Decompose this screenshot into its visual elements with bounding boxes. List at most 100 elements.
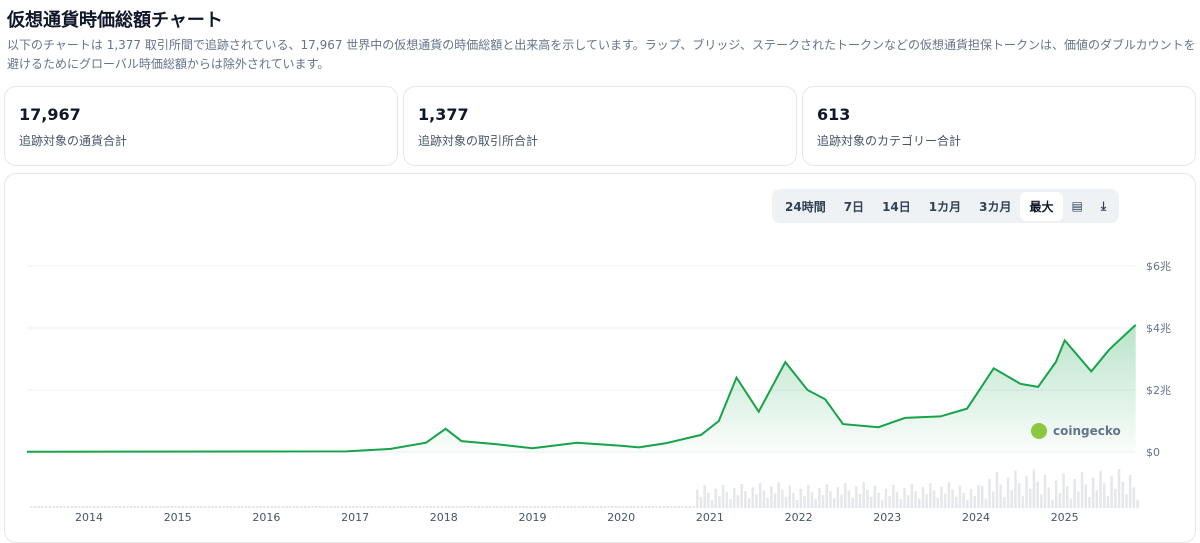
volume-bar: [1007, 478, 1010, 508]
volume-bar: [256, 506, 259, 508]
volume-bar: [274, 506, 277, 508]
x-tick-label: 2023: [873, 511, 901, 524]
volume-bar: [441, 506, 444, 508]
volume-bar: [855, 486, 858, 508]
volume-bar: [1103, 483, 1106, 508]
tab-max[interactable]: 最大: [1020, 192, 1062, 221]
volume-bar: [415, 506, 418, 508]
volume-bar: [1081, 472, 1084, 508]
volume-bar: [1033, 469, 1036, 508]
volume-bar: [800, 489, 803, 508]
volume-bar: [93, 506, 96, 508]
volume-bar: [611, 506, 614, 508]
volume-bar: [744, 491, 747, 508]
download-icon[interactable]: ⤓: [1092, 193, 1115, 220]
volume-bar: [52, 506, 55, 508]
tab-14d[interactable]: 14日: [873, 192, 920, 221]
volume-bar: [378, 506, 381, 508]
volume-bar: [644, 506, 647, 508]
volume-bar: [826, 484, 829, 508]
volume-bar: [722, 485, 725, 508]
volume-bar: [737, 495, 740, 508]
volume-bar: [755, 494, 758, 508]
volume-bar: [137, 506, 140, 508]
volume-bar: [237, 506, 240, 508]
volume-bar: [267, 506, 270, 508]
volume-bar: [829, 491, 832, 508]
volume-bar: [785, 497, 788, 508]
volume-bar: [655, 506, 658, 508]
volume-bar: [629, 506, 632, 508]
tab-24h[interactable]: 24時間: [776, 192, 835, 221]
volume-bar: [663, 506, 666, 508]
coingecko-logo-icon: [1031, 423, 1047, 439]
volume-bar: [1088, 497, 1091, 508]
volume-bar: [592, 506, 595, 508]
volume-bar: [574, 506, 577, 508]
volume-bar: [881, 500, 884, 508]
volume-bar: [581, 506, 584, 508]
volume-bar: [333, 506, 336, 508]
volume-bar: [63, 506, 66, 508]
tab-7d[interactable]: 7日: [835, 192, 873, 221]
volume-bar: [567, 506, 570, 508]
volume-bar: [71, 506, 74, 508]
volume-bar: [82, 506, 85, 508]
volume-bar: [485, 506, 488, 508]
volume-bar: [526, 506, 529, 508]
volume-bar: [319, 506, 322, 508]
volume-bar: [367, 506, 370, 508]
volume-bar: [659, 506, 662, 508]
volume-bar: [537, 506, 540, 508]
x-tick-label: 2025: [1051, 511, 1079, 524]
volume-bar: [278, 506, 281, 508]
volume-bar: [363, 506, 366, 508]
volume-bar: [914, 491, 917, 508]
volume-bar: [859, 494, 862, 508]
volume-bar: [104, 506, 107, 508]
volume-bar: [145, 506, 148, 508]
volume-bar: [245, 506, 248, 508]
volume-bar: [304, 506, 307, 508]
tab-1m[interactable]: 1カ月: [920, 192, 970, 221]
volume-bar: [666, 506, 669, 508]
volume-bar: [970, 489, 973, 508]
volume-bar: [652, 506, 655, 508]
volume-bar: [326, 506, 329, 508]
volume-bar: [259, 506, 262, 508]
volume-bar: [282, 506, 285, 508]
volume-bar: [770, 486, 773, 508]
tab-3m[interactable]: 3カ月: [970, 192, 1020, 221]
volume-bar: [211, 506, 214, 508]
volume-bar: [570, 506, 573, 508]
volume-bar: [840, 494, 843, 508]
volume-bar: [807, 485, 810, 508]
volume-bar: [100, 506, 103, 508]
volume-bar: [962, 493, 965, 508]
volume-bar: [911, 484, 914, 508]
volume-bar: [1025, 476, 1028, 508]
volume-bar: [315, 506, 318, 508]
volume-bar: [951, 490, 954, 508]
volume-bar: [748, 498, 751, 508]
volume-bar: [992, 492, 995, 508]
volume-bar: [252, 506, 255, 508]
y-tick-label: $0: [1146, 446, 1160, 459]
volume-bar: [1018, 483, 1021, 508]
volume-bar: [1107, 496, 1110, 508]
volume-bar: [752, 487, 755, 508]
volume-bar: [285, 506, 288, 508]
volume-bar: [515, 506, 518, 508]
volume-bar: [396, 506, 399, 508]
volume-bar: [974, 496, 977, 508]
volume-bar: [559, 506, 562, 508]
volume-bar: [271, 506, 274, 508]
calendar-icon[interactable]: ▤: [1063, 193, 1092, 219]
volume-bar: [422, 506, 425, 508]
volume-bar: [877, 493, 880, 508]
volume-bar: [981, 486, 984, 508]
x-tick-label: 2014: [75, 511, 103, 524]
volume-bar: [1114, 489, 1117, 508]
volume-bar: [929, 483, 932, 508]
